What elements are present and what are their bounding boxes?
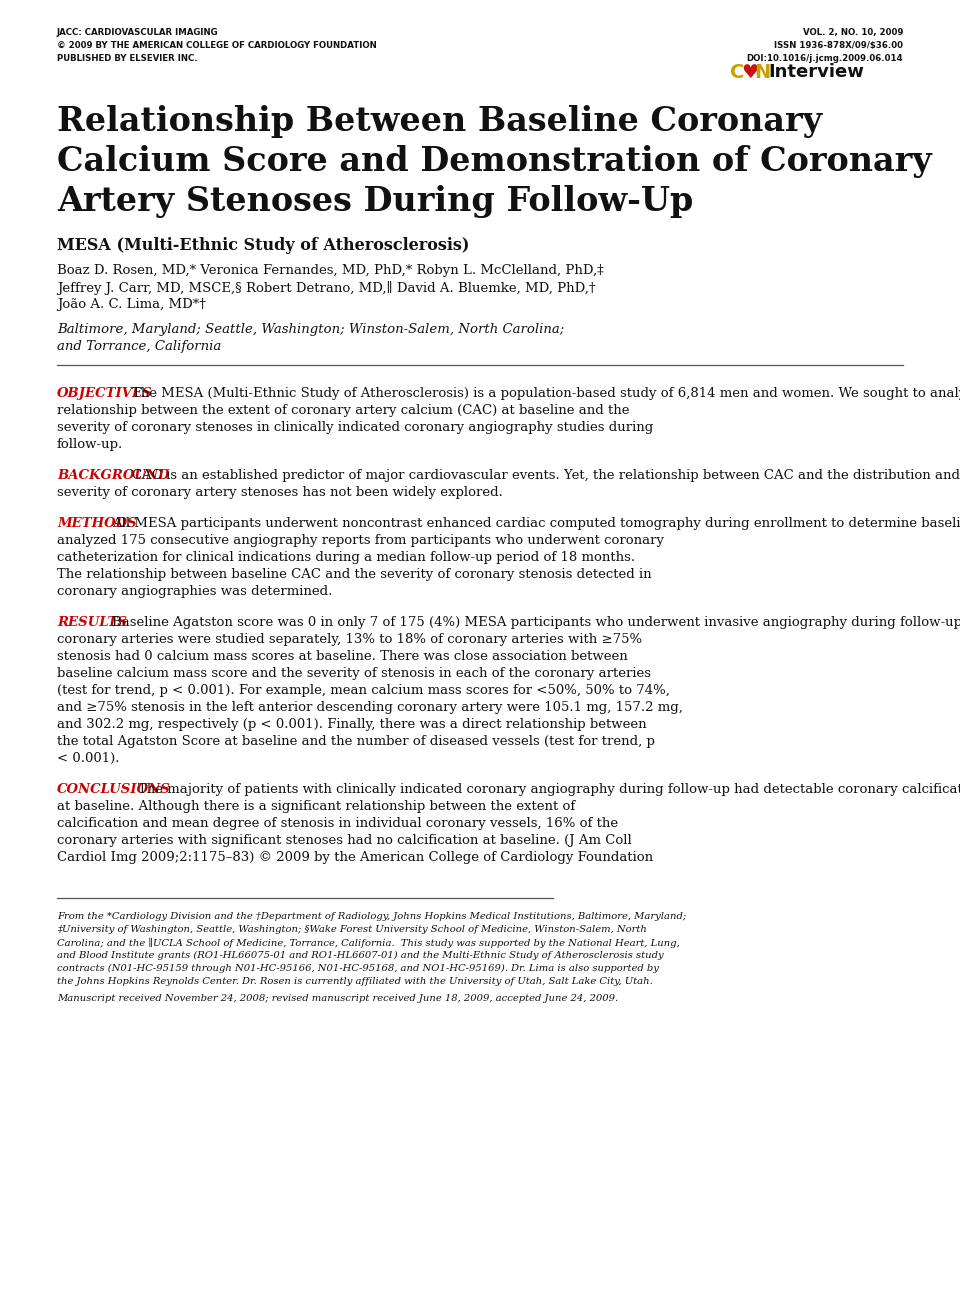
Text: at baseline. Although there is a significant relationship between the extent of: at baseline. Although there is a signifi… bbox=[57, 800, 575, 813]
Text: and ≥75% stenosis in the left anterior descending coronary artery were 105.1 mg,: and ≥75% stenosis in the left anterior d… bbox=[57, 700, 683, 713]
Text: severity of coronary artery stenoses has not been widely explored.: severity of coronary artery stenoses has… bbox=[57, 486, 503, 499]
Text: follow-up.: follow-up. bbox=[57, 439, 123, 451]
Text: coronary arteries were studied separately, 13% to 18% of coronary arteries with : coronary arteries were studied separatel… bbox=[57, 633, 642, 646]
Text: the Johns Hopkins Reynolds Center. Dr. Rosen is currently affiliated with the Un: the Johns Hopkins Reynolds Center. Dr. R… bbox=[57, 977, 653, 986]
Text: All MESA participants underwent noncontrast enhanced cardiac computed tomography: All MESA participants underwent noncontr… bbox=[112, 517, 960, 530]
Text: stenosis had 0 calcium mass scores at baseline. There was close association betw: stenosis had 0 calcium mass scores at ba… bbox=[57, 650, 628, 663]
Text: Boaz D. Rosen, MD,* Veronica Fernandes, MD, PhD,* Robyn L. McClelland, PhD,‡: Boaz D. Rosen, MD,* Veronica Fernandes, … bbox=[57, 264, 604, 277]
Text: coronary angiographies was determined.: coronary angiographies was determined. bbox=[57, 584, 332, 599]
Text: analyzed 175 consecutive angiography reports from participants who underwent cor: analyzed 175 consecutive angiography rep… bbox=[57, 534, 664, 547]
Text: Manuscript received November 24, 2008; revised manuscript received June 18, 2009: Manuscript received November 24, 2008; r… bbox=[57, 995, 618, 1004]
Text: RESULTS: RESULTS bbox=[57, 617, 127, 630]
Text: calcification and mean degree of stenosis in individual coronary vessels, 16% of: calcification and mean degree of stenosi… bbox=[57, 817, 618, 829]
Text: VOL. 2, NO. 10, 2009: VOL. 2, NO. 10, 2009 bbox=[803, 28, 903, 37]
Text: The MESA (Multi-Ethnic Study of Atherosclerosis) is a population-based study of : The MESA (Multi-Ethnic Study of Atherosc… bbox=[132, 387, 960, 400]
Text: relationship between the extent of coronary artery calcium (CAC) at baseline and: relationship between the extent of coron… bbox=[57, 404, 630, 417]
Text: From the *Cardiology Division and the †Department of Radiology, Johns Hopkins Me: From the *Cardiology Division and the †D… bbox=[57, 912, 686, 921]
Text: ♥: ♥ bbox=[741, 63, 758, 83]
Text: Baseline Agatston score was 0 in only 7 of 175 (4%) MESA participants who underw: Baseline Agatston score was 0 in only 7 … bbox=[112, 617, 960, 630]
Text: C: C bbox=[730, 63, 744, 83]
Text: coronary arteries with significant stenoses had no calcification at baseline. (J: coronary arteries with significant steno… bbox=[57, 835, 632, 848]
Text: N: N bbox=[754, 63, 770, 83]
Text: contracts (N01-HC-95159 through N01-HC-95166, N01-HC-95168, and NO1-HC-95169). D: contracts (N01-HC-95159 through N01-HC-9… bbox=[57, 964, 659, 973]
Text: the total Agatston Score at baseline and the number of diseased vessels (test fo: the total Agatston Score at baseline and… bbox=[57, 735, 655, 748]
Text: METHODS: METHODS bbox=[57, 517, 136, 530]
Text: < 0.001).: < 0.001). bbox=[57, 752, 119, 765]
Text: João A. C. Lima, MD*†: João A. C. Lima, MD*† bbox=[57, 298, 206, 311]
Text: ‡University of Washington, Seattle, Washington; §Wake Forest University School o: ‡University of Washington, Seattle, Wash… bbox=[57, 925, 647, 934]
Text: (test for trend, p < 0.001). For example, mean calcium mass scores for <50%, 50%: (test for trend, p < 0.001). For example… bbox=[57, 684, 670, 697]
Text: PUBLISHED BY ELSEVIER INC.: PUBLISHED BY ELSEVIER INC. bbox=[57, 54, 198, 63]
Text: OBJECTIVES: OBJECTIVES bbox=[57, 387, 153, 400]
Text: Cardiol Img 2009;2:1175–83) © 2009 by the American College of Cardiology Foundat: Cardiol Img 2009;2:1175–83) © 2009 by th… bbox=[57, 851, 653, 864]
Text: The relationship between baseline CAC and the severity of coronary stenosis dete: The relationship between baseline CAC an… bbox=[57, 568, 652, 580]
Text: CONCLUSIONS: CONCLUSIONS bbox=[57, 783, 171, 796]
Text: The majority of patients with clinically indicated coronary angiography during f: The majority of patients with clinically… bbox=[138, 783, 960, 796]
Text: BACKGROUND: BACKGROUND bbox=[57, 470, 170, 482]
Text: and Torrance, California: and Torrance, California bbox=[57, 341, 221, 353]
Text: baseline calcium mass score and the severity of stenosis in each of the coronary: baseline calcium mass score and the seve… bbox=[57, 667, 651, 680]
Text: ISSN 1936-878X/09/$36.00: ISSN 1936-878X/09/$36.00 bbox=[774, 41, 903, 50]
Text: Artery Stenoses During Follow-Up: Artery Stenoses During Follow-Up bbox=[57, 184, 693, 218]
Text: severity of coronary stenoses in clinically indicated coronary angiography studi: severity of coronary stenoses in clinica… bbox=[57, 421, 653, 433]
Text: Jeffrey J. Carr, MD, MSCE,§ Robert Detrano, MD,∥ David A. Bluemke, MD, PhD,†: Jeffrey J. Carr, MD, MSCE,§ Robert Detra… bbox=[57, 281, 595, 295]
Text: © 2009 BY THE AMERICAN COLLEGE OF CARDIOLOGY FOUNDATION: © 2009 BY THE AMERICAN COLLEGE OF CARDIO… bbox=[57, 41, 376, 50]
Text: Relationship Between Baseline Coronary: Relationship Between Baseline Coronary bbox=[57, 104, 822, 138]
Text: and 302.2 mg, respectively (p < 0.001). Finally, there was a direct relationship: and 302.2 mg, respectively (p < 0.001). … bbox=[57, 719, 647, 731]
Text: JACC: CARDIOVASCULAR IMAGING: JACC: CARDIOVASCULAR IMAGING bbox=[57, 28, 219, 37]
Text: Calcium Score and Demonstration of Coronary: Calcium Score and Demonstration of Coron… bbox=[57, 144, 932, 178]
Text: MESA (Multi-Ethnic Study of Atherosclerosis): MESA (Multi-Ethnic Study of Atherosclero… bbox=[57, 237, 469, 254]
Text: and Blood Institute grants (RO1-HL66075-01 and RO1-HL6607-01) and the Multi-Ethn: and Blood Institute grants (RO1-HL66075-… bbox=[57, 951, 663, 960]
Text: Carolina; and the ∥UCLA School of Medicine, Torrance, California.  This study wa: Carolina; and the ∥UCLA School of Medici… bbox=[57, 938, 680, 948]
Text: Interview: Interview bbox=[768, 63, 864, 81]
Text: Baltimore, Maryland; Seattle, Washington; Winston-Salem, North Carolina;: Baltimore, Maryland; Seattle, Washington… bbox=[57, 322, 564, 335]
Text: DOI:10.1016/j.jcmg.2009.06.014: DOI:10.1016/j.jcmg.2009.06.014 bbox=[746, 54, 903, 63]
Text: catheterization for clinical indications during a median follow-up period of 18 : catheterization for clinical indications… bbox=[57, 551, 636, 564]
Text: CAC is an established predictor of major cardiovascular events. Yet, the relatio: CAC is an established predictor of major… bbox=[132, 470, 960, 482]
